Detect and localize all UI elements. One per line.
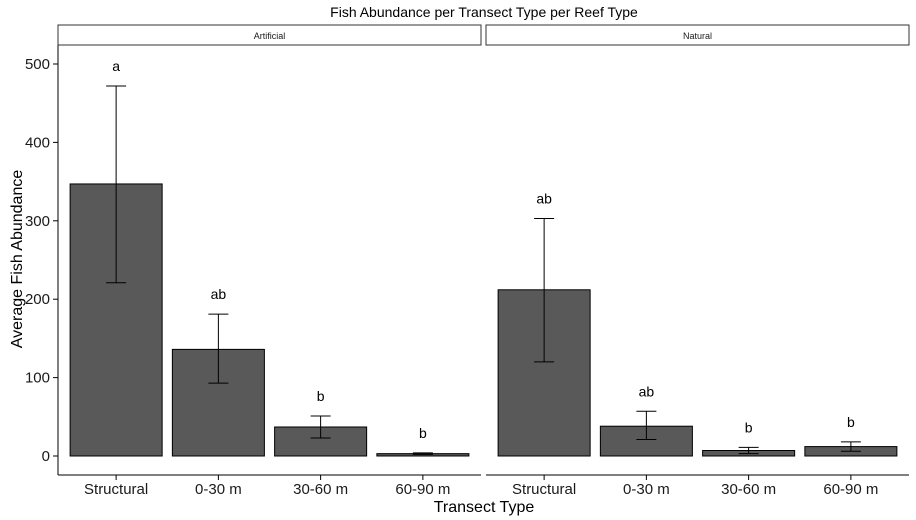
significance-label: b [745, 419, 753, 435]
y-tick-label: 0 [42, 448, 50, 465]
significance-label: ab [536, 190, 552, 206]
significance-label: b [317, 388, 325, 404]
significance-label: ab [639, 383, 655, 399]
strip-label: Artificial [254, 31, 286, 41]
bar [599, 425, 693, 457]
x-tick-label: 0-30 m [195, 481, 242, 498]
y-tick-label: 300 [25, 213, 50, 230]
significance-label: b [419, 425, 427, 441]
strip-box [485, 24, 910, 46]
x-tick-label: Structural [512, 481, 576, 498]
significance-label: ab [211, 286, 227, 302]
panel-artificial: Artificial a Structural ab 0-30 m b 30-60 m b 60… [57, 24, 482, 498]
y-tick-label: 100 [25, 370, 50, 387]
y-tick-label: 200 [25, 291, 50, 308]
x-tick-label: 0-30 m [623, 481, 670, 498]
x-tick-label: 60-90 m [395, 481, 450, 498]
strip-box [57, 24, 482, 46]
chart-title: Fish Abundance per Transect Type per Ree… [330, 4, 638, 20]
y-axis-title: Average Fish Abundance [9, 170, 26, 349]
y-tick-label: 400 [25, 134, 50, 151]
panel-natural: Natural ab Structural ab 0-30 m b 30-60 m b 60-9… [485, 24, 910, 498]
significance-label: b [847, 414, 855, 430]
x-tick-label: Structural [84, 481, 148, 498]
x-axis-title: Transect Type [434, 499, 535, 516]
y-tick-label: 500 [25, 56, 50, 73]
significance-label: a [112, 58, 120, 74]
y-axis: 0 100 200 300 400 500 [25, 45, 59, 475]
x-tick-label: 60-90 m [823, 481, 878, 498]
strip-label: Natural [683, 31, 712, 41]
panels: Artificial a Structural ab 0-30 m b 30-60 m b 60… [57, 24, 910, 498]
x-tick-label: 30-60 m [293, 481, 348, 498]
x-tick-label: 30-60 m [721, 481, 776, 498]
